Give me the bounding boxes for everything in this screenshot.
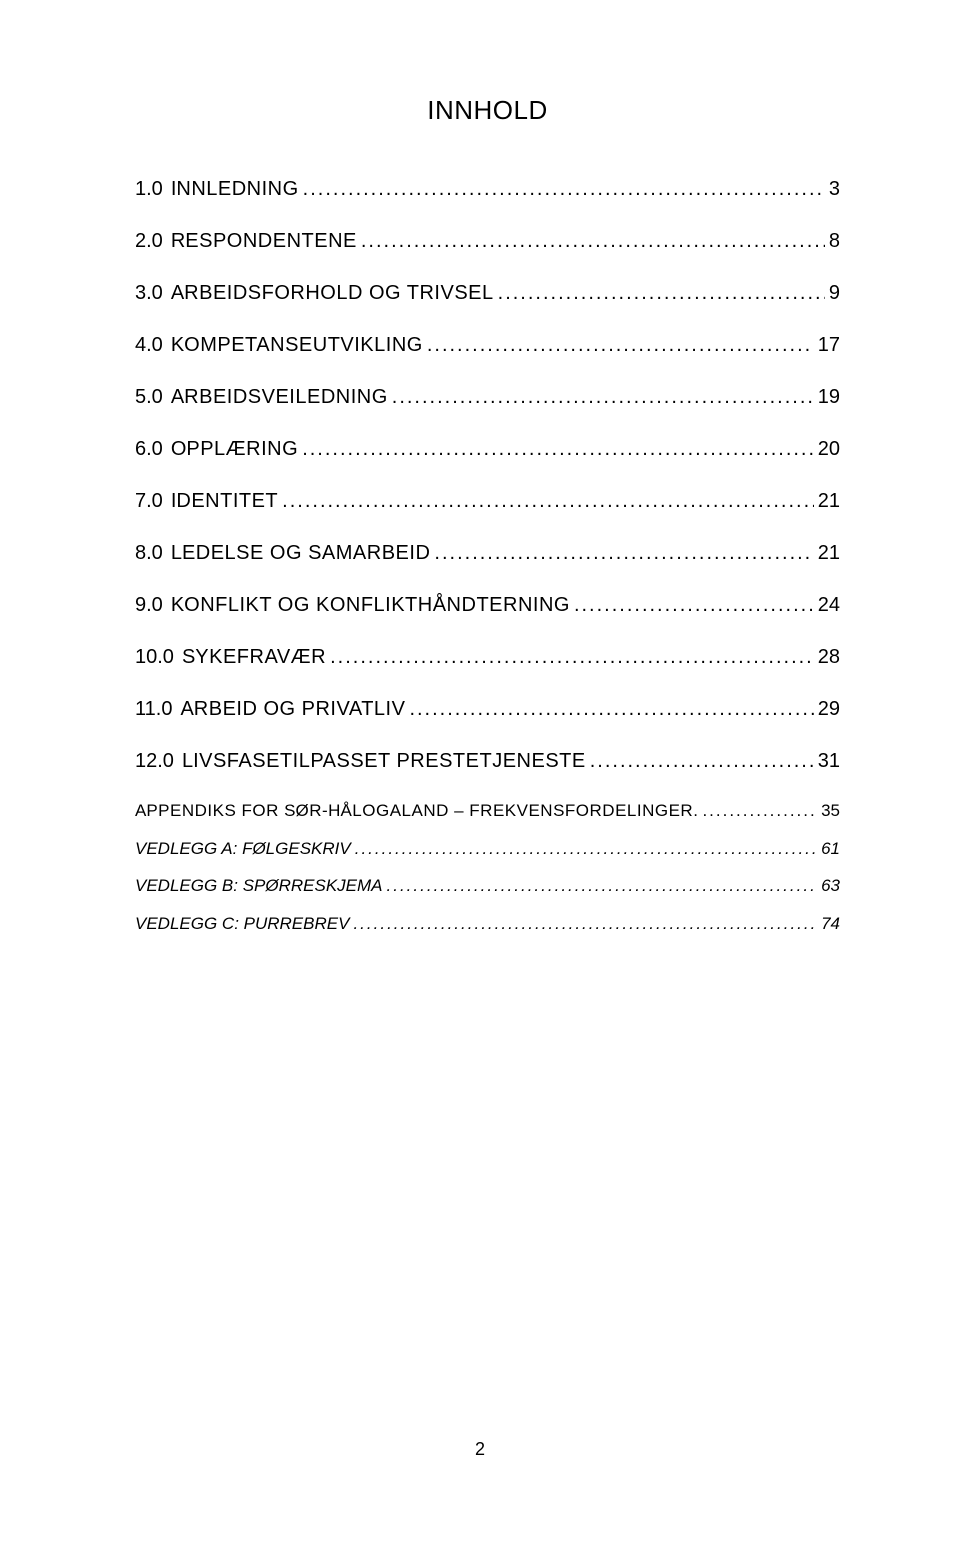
toc-page: 17 [818,330,840,360]
toc-page: 20 [818,434,840,464]
toc-page: 29 [818,694,840,724]
toc-appendix-entry: VEDLEGG B: SPØRRESKJEMA ................… [135,873,840,899]
toc-entry: 9.0 KONFLIKT OG KONFLIKTHÅNDTERNING ....… [135,590,840,620]
toc-label: KOMPETANSEUTVIKLING [171,330,423,360]
toc-leader: ........................................… [590,746,814,776]
toc-page: 3 [829,174,840,204]
toc-entry: 2.0 RESPONDENTENE ......................… [135,226,840,256]
page-number: 2 [0,1439,960,1460]
toc-leader: ........................................… [498,278,825,308]
table-of-contents: 1.0 INNLEDNING .........................… [135,174,840,936]
toc-appendix-entry: VEDLEGG A: FØLGESKRIV ..................… [135,836,840,862]
toc-page: 9 [829,278,840,308]
toc-label: VEDLEGG A: FØLGESKRIV [135,836,351,862]
toc-entry: 5.0 ARBEIDSVEILEDNING ..................… [135,382,840,412]
toc-leader: ........................................… [302,434,814,464]
toc-number: 8.0 [135,538,163,568]
toc-number: 1.0 [135,174,163,204]
toc-label: VEDLEGG B: SPØRRESKJEMA [135,873,383,899]
toc-leader: ........................................… [427,330,814,360]
toc-number: 9.0 [135,590,163,620]
toc-leader: ........................................… [303,174,825,204]
toc-entry: 6.0 OPPLÆRING ..........................… [135,434,840,464]
toc-label: LIVSFASETILPASSET PRESTETJENESTE [182,746,586,776]
toc-label: OPPLÆRING [171,434,298,464]
toc-label: RESPONDENTENE [171,226,357,256]
toc-number: 11.0 [135,694,172,724]
toc-leader: ........................................… [434,538,813,568]
toc-leader: ........................................… [702,798,817,824]
toc-entry: 12.0 LIVSFASETILPASSET PRESTETJENESTE ..… [135,746,840,776]
toc-label: KONFLIKT OG KONFLIKTHÅNDTERNING [171,590,570,620]
toc-entry: 4.0 KOMPETANSEUTVIKLING ................… [135,330,840,360]
toc-leader: ........................................… [574,590,814,620]
toc-entry: 3.0 ARBEIDSFORHOLD OG TRIVSEL ..........… [135,278,840,308]
toc-title: INNHOLD [135,95,840,126]
toc-leader: ........................................… [330,642,814,672]
toc-label: IDENTITET [171,486,278,516]
toc-number: 7.0 [135,486,163,516]
toc-leader: ........................................… [392,382,814,412]
toc-leader: ........................................… [361,226,825,256]
toc-appendix-entry: VEDLEGG C: PURREBREV ...................… [135,911,840,937]
toc-entry: 10.0 SYKEFRAVÆR ........................… [135,642,840,672]
toc-number: 6.0 [135,434,163,464]
toc-page: 19 [818,382,840,412]
toc-label: SYKEFRAVÆR [182,642,326,672]
toc-entry: 1.0 INNLEDNING .........................… [135,174,840,204]
toc-leader: ........................................… [282,486,814,516]
toc-number: 10.0 [135,642,174,672]
toc-label: VEDLEGG C: PURREBREV [135,911,349,937]
page-content: INNHOLD 1.0 INNLEDNING .................… [0,0,960,936]
toc-leader: ........................................… [387,873,818,899]
toc-page: 61 [821,836,840,862]
toc-entry: 8.0 LEDELSE OG SAMARBEID ...............… [135,538,840,568]
toc-number: 4.0 [135,330,163,360]
toc-number: 2.0 [135,226,163,256]
toc-page: 74 [821,911,840,937]
toc-number: 3.0 [135,278,163,308]
toc-label: ARBEIDSVEILEDNING [171,382,388,412]
toc-page: 28 [818,642,840,672]
toc-leader: ........................................… [355,836,817,862]
toc-number: 5.0 [135,382,163,412]
toc-appendix-entry: APPENDIKS FOR SØR-HÅLOGALAND – FREKVENSF… [135,798,840,824]
toc-entry: 11.0 ARBEID OG PRIVATLIV ...............… [135,694,840,724]
toc-entry: 7.0 IDENTITET ..........................… [135,486,840,516]
toc-label: APPENDIKS FOR SØR-HÅLOGALAND – FREKVENSF… [135,798,698,824]
toc-page: 24 [818,590,840,620]
toc-page: 21 [818,538,840,568]
toc-page: 21 [818,486,840,516]
toc-label: INNLEDNING [171,174,299,204]
toc-page: 35 [821,798,840,824]
toc-label: LEDELSE OG SAMARBEID [171,538,431,568]
toc-page: 8 [829,226,840,256]
toc-page: 63 [821,873,840,899]
toc-number: 12.0 [135,746,174,776]
toc-label: ARBEID OG PRIVATLIV [180,694,405,724]
toc-leader: ........................................… [353,911,817,937]
toc-leader: ........................................… [409,694,813,724]
toc-label: ARBEIDSFORHOLD OG TRIVSEL [171,278,494,308]
toc-page: 31 [818,746,840,776]
